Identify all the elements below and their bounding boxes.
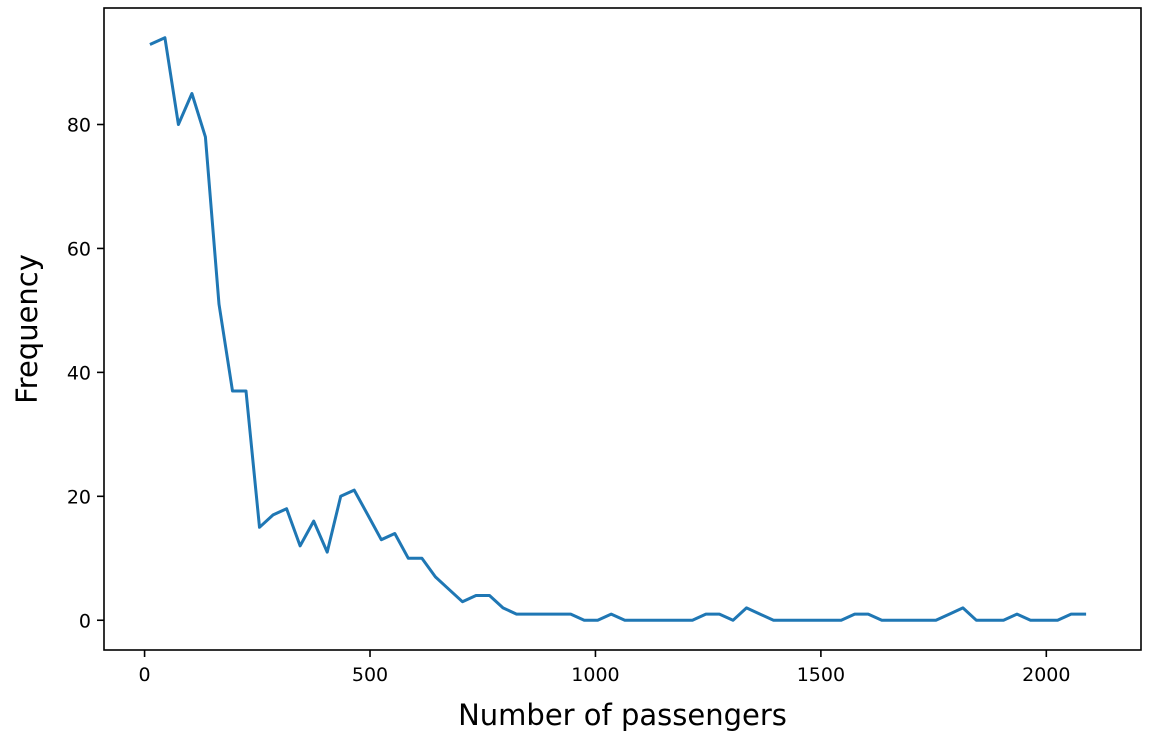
y-axis-ticks: 0 20 40 60 80 [67,115,104,632]
y-tick-label: 40 [67,362,91,384]
x-axis-label: Number of passengers [458,698,787,732]
x-tick-label: 1000 [571,664,619,686]
x-axis-ticks: 0 500 1000 1500 2000 [139,650,1070,686]
x-tick-label: 500 [352,664,388,686]
y-tick-label: 80 [67,115,91,137]
series-line [149,36,1087,622]
x-tick-label: 0 [139,664,151,686]
y-tick-label: 60 [67,238,91,260]
plot-area [149,36,1087,622]
y-tick-label: 0 [79,610,91,632]
y-tick-label: 20 [67,486,91,508]
plot-frame [103,7,1142,651]
x-tick-label: 2000 [1022,664,1070,686]
y-axis-label: Frequency [10,254,44,404]
x-tick-label: 1500 [797,664,845,686]
